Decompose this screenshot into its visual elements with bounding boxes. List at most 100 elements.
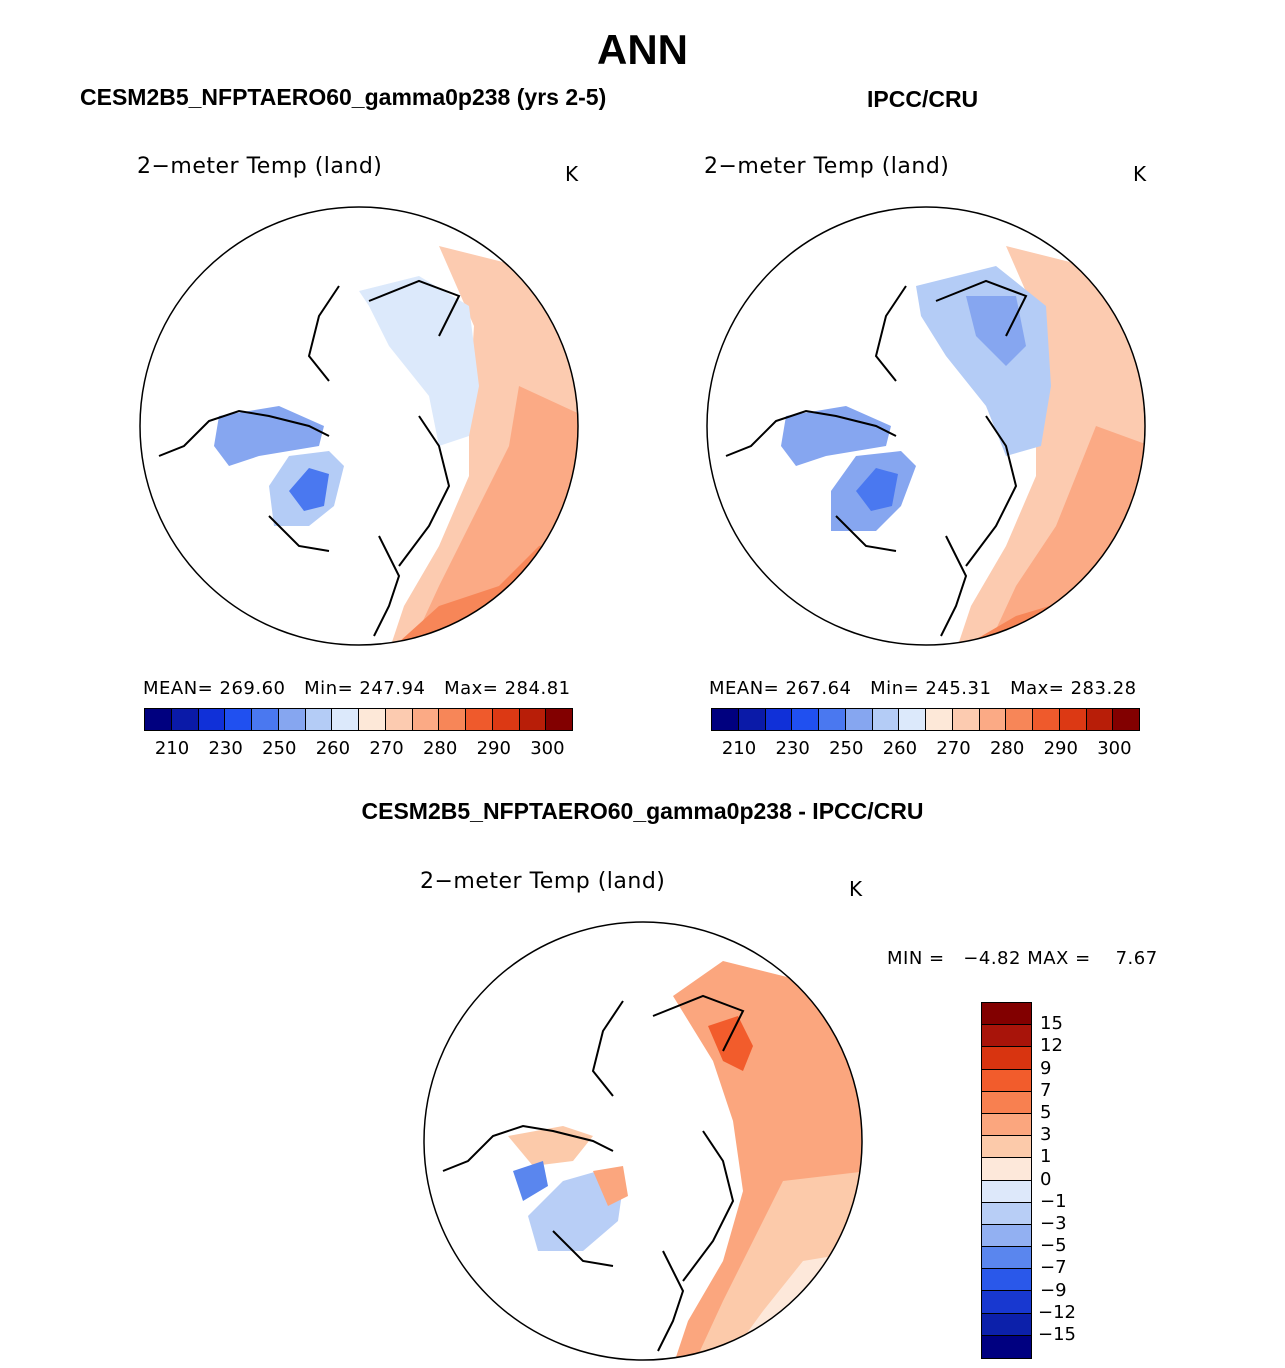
left-variable-label: 2−meter Temp (land) [137,154,383,179]
left-colorbar-cell [171,709,199,730]
left-colorbar-tick: 210 [154,738,190,759]
left-colorbar-cell [546,709,572,730]
diff-min-value: −4.82 [963,948,1021,969]
right-unit-label: K [1133,162,1147,186]
difference-colorbar-tick: 15 [1040,1013,1063,1035]
right-colorbar-cell [979,709,1007,730]
right-colorbar-tick: 280 [989,738,1025,759]
right-colorbar-cell [819,709,846,730]
difference-colorbar-tick: 0 [1040,1168,1052,1190]
right-colorbar-cell [712,709,739,730]
difference-colorbar-cell [982,1047,1031,1070]
difference-colorbar-cell [982,1003,1031,1026]
difference-colorbar-tick: −9 [1040,1279,1067,1301]
left-colorbar-tick: 300 [530,738,565,759]
difference-colorbar-tick: 9 [1040,1057,1052,1079]
right-colorbar-tick: 300 [1097,738,1132,759]
right-colorbar-tick: 260 [882,738,918,759]
right-min-label: Min= [870,678,920,699]
greenland-core-field [289,468,329,511]
difference-colorbar-cell [982,1091,1031,1114]
difference-colorbar-cell [982,1202,1031,1225]
difference-colorbar-tick: −12 [1038,1301,1076,1323]
right-mean-label: MEAN= [709,678,780,699]
left-min-label: Min= [304,678,354,699]
difference-colorbar-cell [982,1335,1031,1358]
arctic-archipelago-field [214,406,324,466]
right-colorbar-cell [765,709,793,730]
difference-colorbar-tick: −15 [1038,1324,1076,1345]
right-variable-label: 2−meter Temp (land) [704,154,950,179]
right-colorbar-cell [899,709,926,730]
main-title: ANN [597,26,688,73]
right-colorbar-cell [1006,709,1033,730]
right-mean-value: 267.64 [785,678,852,699]
right-stats: MEAN= 267.64 Min= 245.31 Max= 283.28 [709,678,1137,699]
difference-colorbar-cell [982,1113,1031,1137]
difference-colorbar-cell [982,1224,1031,1248]
right-colorbar-cell [1113,709,1139,730]
right-colorbar-cell [952,709,980,730]
left-colorbar-cell [252,709,279,730]
diff-stats: MIN = −4.82 MAX = 7.67 [887,948,1158,969]
diff-unit-label: K [849,877,863,901]
difference-colorbar-cell [982,1069,1031,1092]
difference-colorbar-tick: −3 [1040,1213,1067,1234]
difference-colorbar-tick: −7 [1040,1257,1067,1279]
coastline [158,279,461,637]
difference-colorbar-cell [982,1025,1031,1048]
right-colorbar-tick: 250 [829,738,864,759]
left-min-value: 247.94 [359,678,426,699]
left-unit-label: K [565,162,579,186]
difference-colorbar-tick: 1 [1040,1146,1052,1168]
right-colorbar-tick: 230 [775,738,810,759]
difference-colorbar-cell [982,1269,1031,1292]
left-colorbar-cell [492,709,520,730]
right-colorbar-tick: 210 [721,738,757,759]
left-polar-map [139,206,579,646]
difference-colorbar-tick: 12 [1040,1035,1063,1057]
left-stats: MEAN= 269.60 Min= 247.94 Max= 284.81 [143,678,571,699]
right-panel-title: IPCC/CRU [867,86,979,112]
difference-polar-map [423,921,863,1361]
left-colorbar-cell [145,709,172,730]
left-max-value: 284.81 [504,678,571,699]
siberia-cool-field [359,276,479,446]
diff-min-label: MIN = [887,948,945,969]
right-colorbar-tick: 270 [936,738,971,759]
left-colorbar-tick: 230 [208,738,243,759]
right-colorbar-cell [926,709,953,730]
right-colorbar [711,708,1140,731]
left-colorbar-cell [519,709,547,730]
diff-variable-label: 2−meter Temp (land) [420,869,666,894]
right-polar-map [706,206,1146,646]
difference-colorbar-tick: −5 [1040,1235,1067,1257]
right-colorbar-cell [1059,709,1087,730]
difference-colorbar-tick: 3 [1040,1124,1052,1146]
left-colorbar-cell [305,709,333,730]
left-colorbar-cell [439,709,466,730]
left-colorbar-tick: 280 [422,738,458,759]
left-colorbar-cell [278,709,306,730]
left-colorbar-cell [466,709,493,730]
right-colorbar-cell [1033,709,1060,730]
difference-colorbar [981,1002,1032,1359]
right-colorbar-cell [845,709,873,730]
right-colorbar-cell [872,709,900,730]
left-colorbar-cell [225,709,252,730]
right-colorbar-cell [1086,709,1114,730]
left-colorbar-cell [198,709,226,730]
left-colorbar [144,708,573,731]
difference-colorbar-cell [982,1247,1031,1270]
left-mean-value: 269.60 [219,678,286,699]
difference-colorbar-tick: 5 [1040,1102,1052,1123]
difference-colorbar-tick: −1 [1040,1190,1067,1212]
right-min-value: 245.31 [925,678,992,699]
difference-colorbar-cell [982,1313,1031,1336]
right-max-value: 283.28 [1070,678,1137,699]
left-colorbar-cell [332,709,359,730]
difference-colorbar-cell [982,1136,1031,1159]
right-colorbar-cell [738,709,766,730]
left-colorbar-tick: 270 [369,738,404,759]
difference-colorbar-cell [982,1158,1031,1181]
